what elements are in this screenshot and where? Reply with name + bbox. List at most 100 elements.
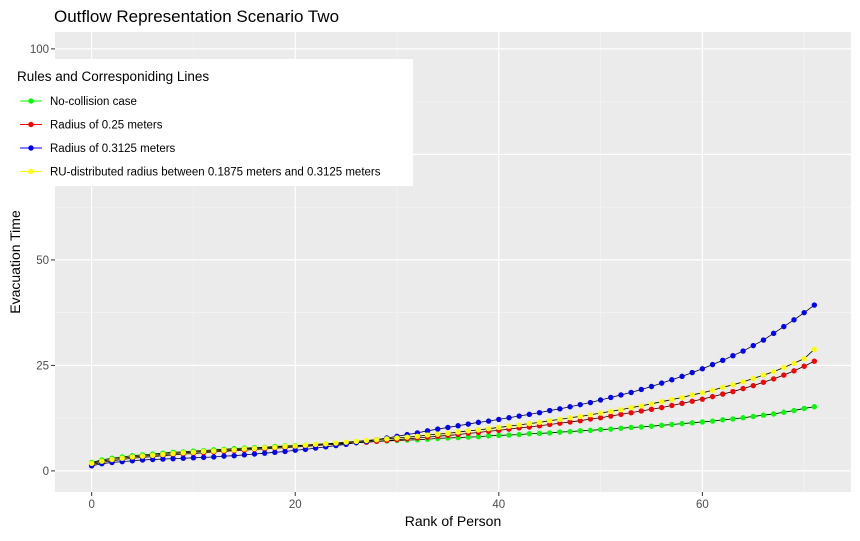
data-point — [547, 407, 553, 414]
data-point — [811, 358, 818, 364]
data-point — [628, 404, 634, 411]
legend-label: RU-distributed radius between 0.1875 met… — [50, 167, 381, 179]
data-point — [577, 428, 583, 434]
data-point — [200, 454, 207, 461]
chart-title: Outflow Representation Scenario Two — [54, 7, 339, 26]
data-point — [435, 426, 441, 432]
data-point — [99, 458, 105, 464]
x-tick-label: 20 — [289, 499, 302, 511]
legend-label: Radius of 0.25 meters — [50, 120, 163, 132]
data-point — [150, 456, 156, 463]
x-tick-label: 40 — [492, 499, 505, 511]
data-point — [597, 426, 604, 433]
data-point — [567, 404, 573, 410]
data-point — [180, 450, 186, 456]
data-point — [506, 423, 512, 429]
data-point — [302, 442, 309, 448]
legend-key-point — [28, 168, 34, 175]
data-point — [577, 413, 583, 420]
data-point — [689, 398, 695, 404]
data-point — [740, 348, 746, 354]
data-point — [435, 431, 441, 437]
data-point — [312, 441, 319, 448]
data-point — [547, 430, 553, 436]
data-point — [801, 355, 807, 362]
data-point — [455, 429, 461, 435]
x-axis-title: Rank of Person — [405, 513, 502, 529]
data-point — [679, 373, 685, 380]
data-point — [526, 420, 533, 427]
data-point — [709, 418, 716, 424]
data-point — [587, 412, 594, 418]
data-point — [536, 430, 543, 437]
data-point — [658, 380, 665, 386]
data-point — [608, 408, 614, 415]
data-point — [261, 444, 268, 451]
data-point — [516, 413, 522, 419]
data-point — [485, 425, 492, 432]
data-point — [547, 417, 553, 424]
data-point — [750, 382, 756, 389]
data-point — [394, 435, 400, 441]
data-point — [658, 404, 665, 411]
data-point — [129, 454, 136, 460]
data-point — [638, 424, 645, 430]
data-point — [720, 357, 726, 364]
data-point — [557, 420, 563, 426]
data-point — [781, 409, 787, 415]
data-point — [557, 416, 563, 423]
y-tick-label: 0 — [43, 466, 49, 478]
data-point — [557, 429, 563, 435]
data-point — [241, 452, 248, 458]
data-point — [791, 407, 797, 414]
data-point — [516, 431, 522, 438]
data-point — [353, 438, 359, 445]
data-point — [760, 412, 767, 418]
data-point — [272, 449, 278, 456]
legend-key-point — [28, 121, 34, 128]
data-point — [200, 448, 207, 455]
data-point — [211, 448, 217, 454]
legend-background — [6, 59, 413, 186]
data-point — [211, 454, 217, 460]
data-point — [791, 317, 797, 323]
data-point — [363, 437, 370, 444]
data-point — [496, 432, 502, 439]
data-point — [404, 434, 410, 440]
data-point — [730, 382, 736, 388]
data-point — [689, 369, 695, 376]
data-point — [811, 404, 818, 410]
data-point — [628, 409, 634, 416]
data-point — [709, 387, 716, 393]
data-point — [730, 352, 736, 359]
data-point — [587, 416, 594, 422]
data-point — [618, 392, 624, 398]
data-point — [750, 342, 756, 349]
data-point — [170, 450, 176, 457]
data-point — [760, 337, 767, 343]
data-point — [475, 427, 482, 433]
data-point — [139, 457, 146, 463]
data-point — [180, 455, 186, 461]
data-point — [577, 401, 583, 408]
data-point — [628, 424, 634, 431]
x-tick-label: 60 — [696, 499, 709, 511]
data-point — [740, 385, 746, 392]
data-point — [648, 401, 655, 407]
data-point — [567, 419, 573, 425]
data-point — [760, 379, 767, 385]
x-tick-label: 0 — [88, 499, 94, 511]
data-point — [709, 393, 716, 400]
data-point — [699, 366, 706, 372]
data-point — [699, 390, 706, 396]
data-point — [282, 448, 288, 455]
data-point — [373, 436, 380, 443]
data-point — [658, 398, 665, 405]
data-point — [770, 376, 777, 382]
data-point — [587, 399, 594, 406]
data-point — [455, 423, 461, 429]
data-point — [679, 394, 685, 401]
data-point — [414, 433, 421, 439]
data-point — [485, 433, 492, 439]
data-point — [597, 410, 604, 416]
